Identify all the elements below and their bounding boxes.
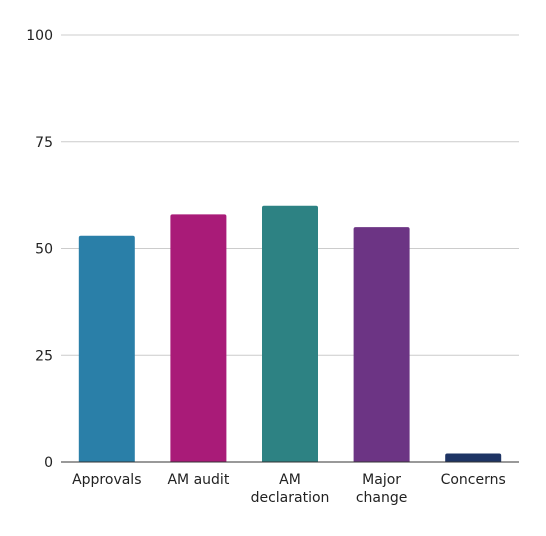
- bar: [445, 453, 502, 462]
- x-tick-label: Approvals: [72, 472, 141, 488]
- y-tick-label: 25: [35, 348, 53, 364]
- y-tick-label: 100: [26, 28, 53, 44]
- x-tick-label: AM declaration: [251, 472, 330, 506]
- bar: [262, 205, 318, 463]
- y-axis-tick-labels: 0 25 50 75 100: [26, 28, 53, 471]
- x-axis-tick-labels: Approvals AM audit AM declaration Major chang…: [72, 472, 506, 506]
- x-tick-label: Major change: [356, 472, 408, 506]
- x-tick-label: Concerns: [441, 472, 506, 488]
- x-tick-label: AM audit: [167, 472, 229, 488]
- bar: [170, 214, 227, 462]
- y-tick-label: 75: [35, 135, 53, 151]
- bar: [353, 227, 410, 462]
- bars: [78, 205, 502, 463]
- bar: [78, 235, 135, 462]
- y-tick-label: 50: [35, 242, 53, 258]
- y-tick-label: 0: [44, 455, 53, 471]
